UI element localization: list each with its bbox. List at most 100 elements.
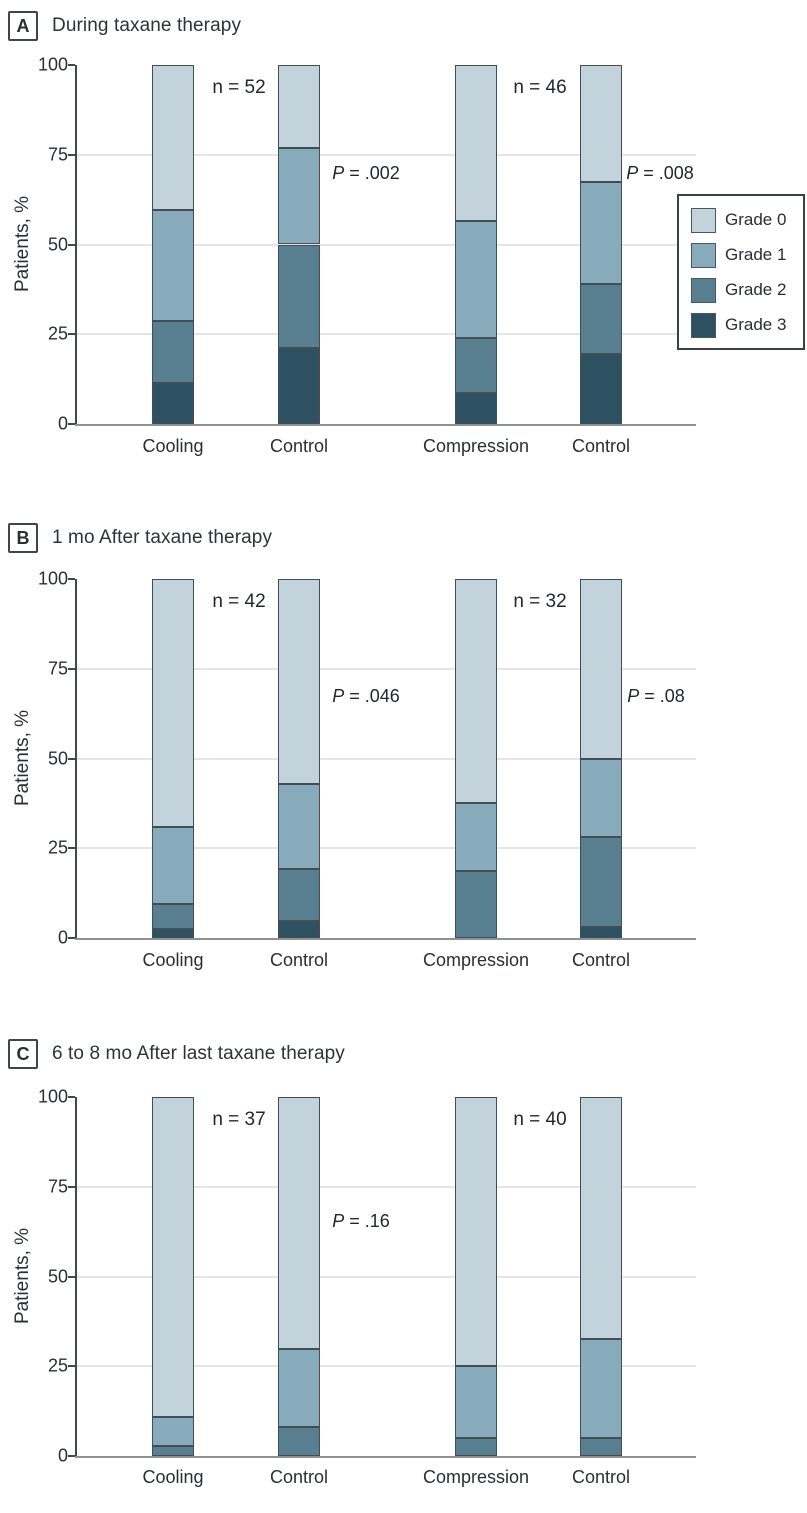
bar-segment-grade-0-control bbox=[580, 579, 622, 759]
bar-segment-grade-3-control bbox=[278, 347, 320, 424]
bar-segment-grade-3-cooling bbox=[152, 382, 194, 424]
legend-item-grade-0: Grade 0 bbox=[691, 207, 803, 233]
panel-a-xlabel-control-1: Control bbox=[269, 436, 329, 456]
y-tick-mark-25 bbox=[68, 1365, 75, 1368]
y-tick-label-0: 0 bbox=[57, 413, 68, 434]
bar-segment-grade-2-cooling bbox=[152, 1446, 194, 1456]
panel-a-xlabel-control-2: Control bbox=[571, 436, 631, 456]
y-tick-mark-100 bbox=[68, 1096, 75, 1098]
panel-c-xlabel-control-1: Control bbox=[269, 1467, 329, 1487]
bar-segment-grade-3-control bbox=[580, 353, 622, 424]
bar-segment-grade-2-control bbox=[278, 244, 320, 348]
y-axis-line bbox=[75, 1097, 77, 1457]
y-tick-mark-100 bbox=[68, 64, 75, 66]
panel-c-n-label-right: n = 40 bbox=[513, 1109, 567, 1130]
gridline-50 bbox=[77, 757, 696, 760]
legend-label-grade-0: Grade 0 bbox=[725, 210, 787, 229]
y-tick-mark-75 bbox=[68, 1185, 75, 1188]
bar-segment-grade-0-cooling bbox=[152, 65, 194, 211]
bar-segment-grade-3-control bbox=[278, 920, 320, 938]
y-tick-label-50: 50 bbox=[47, 1266, 68, 1286]
x-axis-baseline bbox=[75, 1456, 696, 1458]
gridline-25 bbox=[77, 333, 696, 336]
bar-segment-grade-1-control bbox=[278, 1349, 320, 1427]
panel-a-n-label-left: n = 52 bbox=[212, 77, 266, 98]
panel-a-xlabel-cooling: Cooling bbox=[142, 436, 204, 456]
panel-c-xlabel-control-2: Control bbox=[571, 1467, 631, 1487]
p-value: = .008 bbox=[638, 163, 694, 183]
p-symbol: P bbox=[332, 1211, 345, 1231]
y-tick-label-75: 75 bbox=[47, 144, 68, 165]
x-axis-baseline bbox=[75, 938, 696, 940]
y-tick-mark-75 bbox=[68, 153, 75, 156]
bar-segment-grade-0-control bbox=[278, 65, 320, 148]
bar-segment-grade-0-compression bbox=[455, 1097, 497, 1367]
bar-segment-grade-2-compression bbox=[455, 338, 497, 393]
legend-swatch-grade-0 bbox=[691, 207, 716, 233]
panel-c-header: C 6 to 8 mo After last taxane therapy bbox=[8, 1038, 345, 1070]
bar-segment-grade-1-cooling bbox=[152, 1417, 194, 1447]
p-symbol: P bbox=[332, 686, 345, 706]
bar-segment-grade-1-control bbox=[580, 182, 622, 284]
bar-segment-grade-1-control bbox=[580, 758, 622, 838]
y-tick-mark-0 bbox=[68, 1455, 75, 1457]
y-tick-mark-0 bbox=[68, 937, 75, 939]
y-tick-label-25: 25 bbox=[47, 837, 68, 858]
y-tick-label-100: 100 bbox=[37, 54, 68, 75]
bar-segment-grade-2-control bbox=[580, 837, 622, 927]
panel-a-p-label-left: P = .002 bbox=[332, 163, 400, 184]
panel-b-p-label-left: P = .046 bbox=[332, 686, 400, 707]
bar-segment-grade-0-control bbox=[278, 579, 320, 784]
bar-segment-grade-1-compression bbox=[455, 803, 497, 871]
y-tick-label-75: 75 bbox=[47, 658, 68, 679]
panel-c-letter: C bbox=[8, 1039, 38, 1069]
panel-a-letter: A bbox=[8, 11, 38, 41]
y-tick-mark-75 bbox=[68, 667, 75, 670]
gridline-25 bbox=[77, 847, 696, 850]
panel-a-title: During taxane therapy bbox=[52, 15, 242, 36]
y-tick-label-50: 50 bbox=[47, 748, 68, 768]
gridline-75 bbox=[77, 1185, 696, 1188]
y-tick-mark-25 bbox=[68, 847, 75, 850]
bar-segment-grade-0-control bbox=[278, 1097, 320, 1350]
bar-segment-grade-2-control bbox=[278, 869, 320, 921]
legend-swatch-grade-1 bbox=[691, 242, 716, 268]
y-tick-label-25: 25 bbox=[47, 1355, 68, 1376]
y-tick-mark-25 bbox=[68, 333, 75, 336]
bar-segment-grade-2-cooling bbox=[152, 320, 194, 383]
bar-segment-grade-0-compression bbox=[455, 65, 497, 222]
gridline-75 bbox=[77, 667, 696, 670]
p-value: = .002 bbox=[344, 163, 400, 183]
panel-c-p-label-left: P = .16 bbox=[332, 1211, 390, 1232]
y-axis-line bbox=[75, 65, 77, 425]
panel-a-header: A During taxane therapy bbox=[8, 10, 241, 42]
legend-item-grade-2: Grade 2 bbox=[691, 277, 803, 303]
panel-b-xlabel-compression: Compression bbox=[422, 950, 530, 970]
y-tick-mark-50 bbox=[68, 243, 75, 246]
bar-segment-grade-3-compression bbox=[455, 392, 497, 424]
bar-segment-grade-1-cooling bbox=[152, 210, 194, 321]
panel-b-header: B 1 mo After taxane therapy bbox=[8, 522, 272, 554]
bar-segment-grade-1-cooling bbox=[152, 826, 194, 904]
panel-a-p-label-right: P = .008 bbox=[626, 163, 694, 184]
bar-segment-grade-2-cooling bbox=[152, 903, 194, 930]
y-tick-label-0: 0 bbox=[57, 927, 68, 948]
gridline-50 bbox=[77, 1275, 696, 1278]
panel-a-n-label-right: n = 46 bbox=[513, 77, 567, 98]
panel-b-p-label-right: P = .08 bbox=[627, 686, 685, 707]
panel-b-letter: B bbox=[8, 523, 38, 553]
bar-segment-grade-1-compression bbox=[455, 1366, 497, 1439]
panel-c-n-label-left: n = 37 bbox=[212, 1109, 266, 1130]
panel-c-xlabel-compression: Compression bbox=[422, 1467, 530, 1487]
panel-b-n-label-right: n = 32 bbox=[513, 591, 567, 612]
y-tick-label-100: 100 bbox=[37, 1086, 68, 1107]
panel-b-xlabel-cooling: Cooling bbox=[142, 950, 204, 970]
panel-b-xlabel-control-1: Control bbox=[269, 950, 329, 970]
y-tick-label-0: 0 bbox=[57, 1445, 68, 1466]
legend-label-grade-2: Grade 2 bbox=[725, 280, 787, 299]
legend-label-grade-1: Grade 1 bbox=[725, 245, 787, 264]
y-tick-label-50: 50 bbox=[47, 234, 68, 254]
y-tick-label-100: 100 bbox=[37, 568, 68, 589]
y-tick-mark-100 bbox=[68, 578, 75, 580]
